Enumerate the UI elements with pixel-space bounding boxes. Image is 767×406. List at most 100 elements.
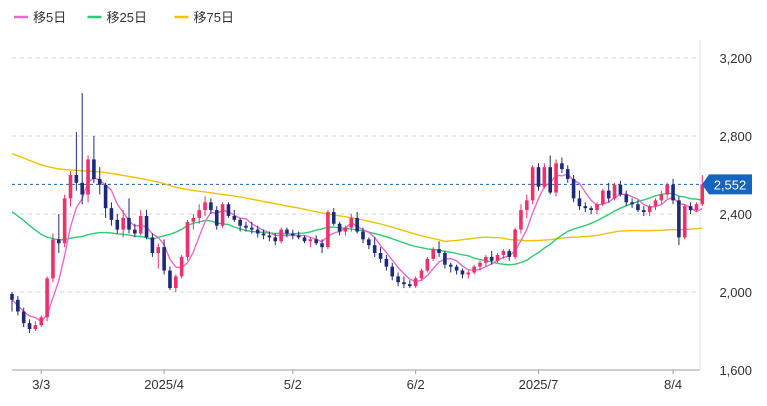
candle [349,214,354,232]
candle [39,315,44,328]
candle [115,214,120,234]
candle [209,198,213,214]
candle-body [168,270,172,289]
candle-body [138,215,143,234]
candle [507,249,512,261]
x-axis: 3/3 2025/4 5/2 6/2 2025/7 8/4 [32,370,682,392]
candle-body [232,215,237,220]
candle [677,196,681,246]
y-axis: 3,200 2,800 2,400 2,000 1,600 [719,51,752,378]
candle-body [261,233,266,236]
candle-body [378,253,383,259]
candle-body [314,239,318,244]
candle-body [355,217,359,232]
candle-body [589,208,593,211]
candle-body [326,212,330,248]
candle-body [671,184,675,201]
candle-body [484,256,488,263]
legend-item-2[interactable]: 移75日 [174,10,234,25]
chart-legend: 移5日 移25日 移75日 [14,10,234,25]
candle-body [682,206,687,238]
candle [197,204,201,224]
candle-body [554,163,558,193]
candle [396,272,400,287]
candle [618,180,623,197]
legend-item-1[interactable]: 移25日 [87,10,147,25]
candle [472,264,476,275]
candle-body [27,323,32,330]
candle [179,254,184,279]
candle-body [454,266,459,271]
candle [642,206,646,216]
candle [174,274,178,292]
candle [659,190,664,205]
candle [367,237,371,250]
candle-body [115,219,120,230]
candle [302,235,307,244]
candle-body [302,237,307,242]
ma5-line [11,173,703,323]
candle [10,292,14,312]
candle-body [653,200,658,207]
candle [33,321,38,331]
candle-body [226,204,231,216]
candle [390,262,395,281]
candle [86,155,90,203]
candle [577,190,582,211]
candle-body [16,299,20,312]
y-tick-label: 2,800 [719,129,752,144]
candle-body [460,270,465,275]
candle [501,249,506,259]
candle-body [390,266,395,277]
candle [250,221,254,234]
candle [308,237,313,248]
candle-body [92,159,96,179]
candle-body [507,251,512,257]
legend-item-0[interactable]: 移5日 [14,10,66,25]
candle-body [45,278,49,318]
candle-body [408,284,412,287]
candle [109,202,114,226]
candle [589,206,593,214]
candle-body [571,178,576,199]
candle [279,227,283,244]
candle-body [209,202,213,211]
candle [103,182,108,218]
candle [513,227,517,259]
x-tick-label: 6/2 [407,377,425,392]
candle-body [39,317,44,326]
candle-body [150,237,155,253]
candle [320,239,324,253]
x-tick-label: 3/3 [32,377,50,392]
candle [682,204,687,240]
candle-body [331,212,336,224]
candle [431,247,435,261]
candle-body [320,243,324,248]
candle [92,136,96,183]
candle-body [97,178,102,185]
candle-body [133,229,137,234]
candle [51,233,55,283]
y-tick-label: 2,400 [719,207,752,222]
candle-body [62,198,67,244]
candle-body [121,217,125,230]
candle [402,276,406,289]
candle-body [413,278,418,287]
candle-body [285,229,289,234]
candle [255,225,260,238]
candle [519,204,523,234]
candle-body [542,167,547,187]
candle [238,217,242,232]
candle [378,247,383,263]
candle [168,266,172,291]
candle-body [519,210,523,230]
candle-body [179,256,184,277]
candle [62,194,67,248]
candle [127,198,131,234]
candle [601,188,605,207]
candle [343,225,348,236]
x-tick-label: 5/2 [284,377,302,392]
ma5-series [11,173,703,323]
y-tick-label: 1,600 [719,363,752,378]
candle-body [197,210,201,218]
